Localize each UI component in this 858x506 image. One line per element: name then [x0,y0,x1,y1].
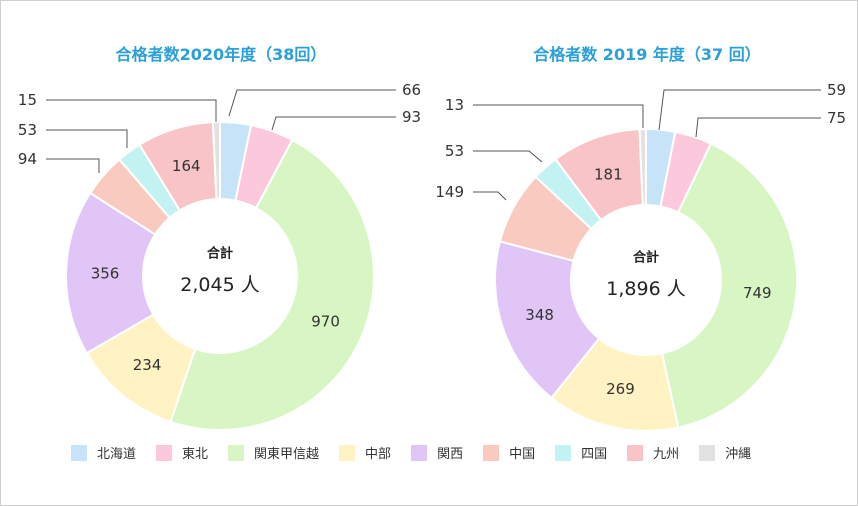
callout-line-shikoku-2020 [46,129,128,148]
legend-item-tohoku: 東北 [156,443,208,462]
legend-label-kyushu: 九州 [653,447,680,462]
donut-2020: 970 234 356 164 66 93 15 53 94 合計 2,045 人 [18,81,421,431]
legend-item-kansai: 関西 [411,443,463,462]
legend-item-hokkaido: 北海道 [71,443,136,462]
value-label-kansai-2019: 348 [525,306,554,324]
value-label-kyushu-2020: 164 [172,157,201,175]
legend-item-chubu: 中部 [339,443,391,462]
value-label-chubu-2019: 269 [606,380,635,398]
legend-label-okinawa: 沖縄 [725,447,752,462]
value-label-kyushu-2019: 181 [594,166,623,184]
chart-title-2019: 合格者数 2019 年度（37 回） [533,45,761,64]
legend-item-kyushu: 九州 [627,443,679,462]
legend-item-okinawa: 沖縄 [699,443,751,462]
legend-swatch-chugoku [483,444,500,461]
value-label-chubu-2020: 234 [133,356,162,374]
legend-item-kanto: 関東甲信越 [228,443,319,462]
legend-swatch-shikoku [555,444,572,461]
callout-line-hokkaido-2019 [658,89,821,131]
legend-swatch-kanto [228,444,245,461]
slice-okinawa-2019 [638,127,647,207]
value-label-kanto-2019: 749 [743,284,772,302]
value-label-tohoku-2019: 75 [827,109,846,127]
callout-line-tohoku-2019 [695,117,821,138]
value-label-chugoku-2019: 149 [435,183,464,201]
legend-label-kanto: 関東甲信越 [254,447,320,462]
value-label-okinawa-2019: 13 [445,96,464,114]
callout-line-tohoku-2020 [271,116,396,131]
callout-line-hokkaido-2020 [228,89,396,117]
value-label-tohoku-2020: 93 [402,108,421,126]
value-label-kansai-2020: 356 [91,264,120,282]
center-label-2020: 合計 [207,246,233,262]
callout-line-shikoku-2019 [473,150,543,163]
legend-swatch-hokkaido [71,444,87,461]
callout-line-okinawa-2019 [473,104,644,128]
callout-line-okinawa-2020 [46,99,217,122]
legend-label-hokkaido: 北海道 [97,447,137,462]
value-label-hokkaido-2019: 59 [827,81,846,99]
chart-title-2020: 合格者数2020年度（38回） [115,45,327,64]
slice-okinawa-2020 [211,120,221,201]
slice-kansai-2019 [494,240,601,400]
slice-kansai-2020 [65,191,157,355]
value-label-kanto-2020: 970 [311,313,340,331]
value-label-hokkaido-2020: 66 [402,81,421,99]
legend: 北海道 東北 関東甲信越 中部 関西 中国 四国 九州 沖縄 [71,443,751,462]
center-total-2019: 1,896 人 [606,278,685,300]
value-label-chugoku-2020: 94 [18,150,37,168]
legend-label-shikoku: 四国 [581,447,608,462]
center-label-2019: 合計 [633,250,659,266]
value-label-shikoku-2019: 53 [445,142,464,160]
legend-item-chugoku: 中国 [483,443,535,462]
legend-swatch-okinawa [699,444,716,461]
center-total-2020: 2,045 人 [180,274,259,296]
callout-line-chugoku-2019 [473,191,507,201]
value-label-okinawa-2020: 15 [18,91,37,109]
legend-swatch-chubu [339,444,356,461]
donut-2019: 749 269 348 181 59 75 13 53 149 合計 1,896 人 [435,81,846,432]
legend-label-chugoku: 中国 [509,447,536,462]
callout-line-chugoku-2020 [46,158,100,173]
legend-label-chubu: 中部 [365,447,392,462]
value-label-shikoku-2020: 53 [18,121,37,139]
legend-label-tohoku: 東北 [182,447,209,462]
slice-kanto-2020 [169,138,375,431]
slice-kanto-2019 [660,142,798,429]
legend-swatch-tohoku [156,444,173,461]
legend-swatch-kyushu [627,444,644,461]
legend-label-kansai: 関西 [437,447,464,462]
legend-item-shikoku: 四国 [555,443,607,462]
legend-swatch-kansai [411,444,428,461]
